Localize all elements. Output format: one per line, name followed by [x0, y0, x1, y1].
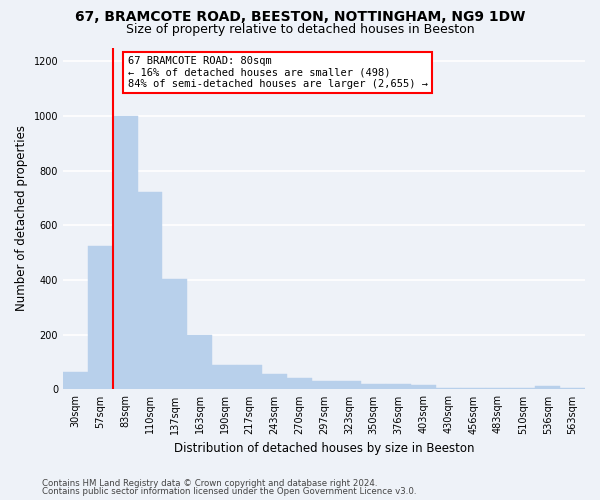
- Bar: [535, 386, 560, 390]
- Bar: [311, 380, 337, 390]
- Bar: [386, 384, 411, 390]
- Text: Contains HM Land Registry data © Crown copyright and database right 2024.: Contains HM Land Registry data © Crown c…: [42, 478, 377, 488]
- Text: 67, BRAMCOTE ROAD, BEESTON, NOTTINGHAM, NG9 1DW: 67, BRAMCOTE ROAD, BEESTON, NOTTINGHAM, …: [75, 10, 525, 24]
- Text: Size of property relative to detached houses in Beeston: Size of property relative to detached ho…: [125, 22, 475, 36]
- Y-axis label: Number of detached properties: Number of detached properties: [15, 126, 28, 312]
- Bar: [485, 388, 511, 390]
- Text: Contains public sector information licensed under the Open Government Licence v3: Contains public sector information licen…: [42, 487, 416, 496]
- Bar: [361, 384, 386, 390]
- Bar: [187, 336, 212, 390]
- Bar: [511, 388, 535, 390]
- Bar: [287, 378, 311, 390]
- Bar: [337, 381, 361, 390]
- Bar: [113, 116, 137, 390]
- Bar: [212, 365, 237, 390]
- Bar: [436, 388, 461, 390]
- X-axis label: Distribution of detached houses by size in Beeston: Distribution of detached houses by size …: [174, 442, 474, 455]
- Bar: [461, 388, 485, 390]
- Bar: [137, 192, 163, 390]
- Bar: [63, 372, 88, 390]
- Text: 67 BRAMCOTE ROAD: 80sqm
← 16% of detached houses are smaller (498)
84% of semi-d: 67 BRAMCOTE ROAD: 80sqm ← 16% of detache…: [128, 56, 428, 89]
- Bar: [560, 388, 585, 390]
- Bar: [262, 374, 287, 390]
- Bar: [411, 384, 436, 390]
- Bar: [163, 278, 187, 390]
- Bar: [237, 366, 262, 390]
- Bar: [88, 246, 113, 390]
